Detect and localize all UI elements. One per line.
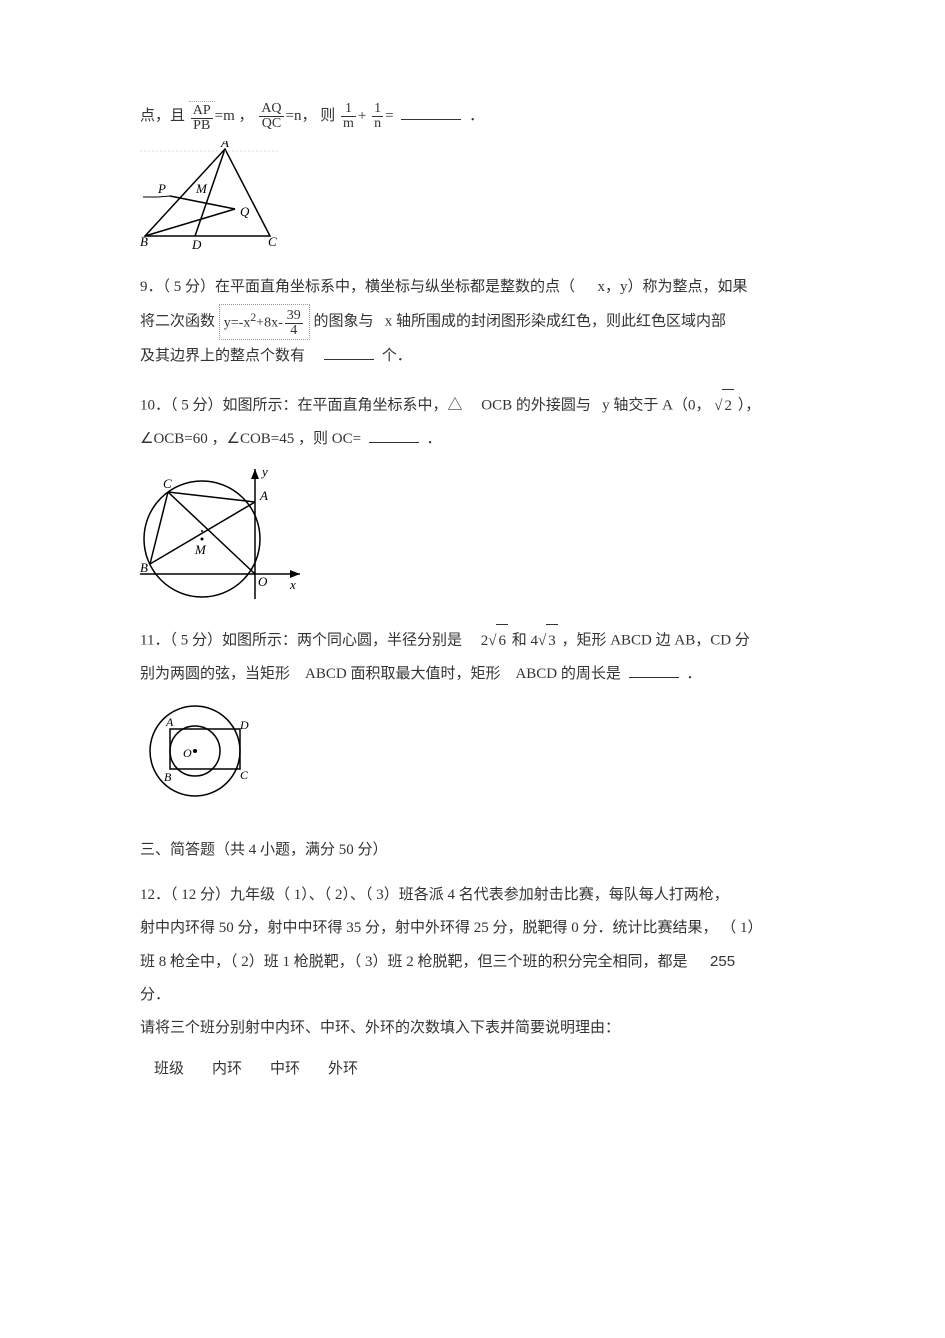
question-9: 9．（ 5 分）在平面直角坐标系中，横坐标与纵坐标都是整数的点（ x，y）称为整… (140, 271, 805, 373)
q9-line3: 及其边界上的整点个数有 个． (140, 340, 805, 373)
q8-eq2: =n， 则 (286, 108, 336, 124)
blank-q10 (369, 428, 419, 443)
q12-table-header: 班级 内环 中环 外环 (140, 1053, 805, 1086)
q12-line3: 班 8 枪全中，（ 2）班 1 枪脱靶，（ 3）班 2 枪脱靶，但三个班的积分完… (140, 945, 805, 979)
blank-q8 (401, 105, 461, 120)
q8-text-a: 点，且 (140, 108, 185, 124)
q11-figure: A D B C O (140, 699, 805, 804)
q12-line2: 射中内环得 50 分，射中中环得 35 分，射中外环得 25 分，脱靶得 0 分… (140, 912, 805, 945)
q8-eq3: = (385, 108, 393, 124)
radius-1: 26 (481, 633, 508, 649)
svg-text:C: C (163, 476, 172, 491)
concentric-circles-diagram: A D B C O (140, 699, 270, 804)
frac-39-4: 394 (283, 309, 305, 338)
col-class: 班级 (140, 1053, 198, 1086)
q8-eq1: =m ， (215, 108, 254, 124)
q12-line4: 分． (140, 979, 805, 1012)
sqrt-2: 2 (714, 389, 734, 423)
svg-text:x: x (289, 577, 296, 592)
svg-text:B: B (140, 234, 148, 249)
col-outer: 外环 (314, 1053, 372, 1086)
svg-text:Q: Q (240, 204, 250, 219)
blank-q11 (629, 663, 679, 678)
frac-1-n: 1 n (370, 102, 385, 131)
q9-line1: 9．（ 5 分）在平面直角坐标系中，横坐标与纵坐标都是整数的点（ x，y）称为整… (140, 271, 805, 304)
q8-text: 点，且 AP PB =m ， AQ QC =n， 则 1 m + 1 n = ． (140, 100, 805, 133)
q8-figure: A B C D P M Q (140, 141, 805, 251)
svg-text:M: M (195, 181, 208, 196)
q8-plus: + (358, 108, 366, 124)
triangle-diagram: A B C D P M Q (140, 141, 280, 251)
svg-text:y: y (260, 464, 268, 479)
frac-aq-qc: AQ QC (257, 102, 285, 131)
q11-line2: 别为两圆的弦，当矩形 ABCD 面积取最大值时，矩形 ABCD 的周长是 ． (140, 658, 805, 691)
q10-line2: ∠OCB=60 ，∠COB=45 ，则 OC= ． (140, 423, 805, 456)
svg-text:A: A (259, 488, 268, 503)
question-11: 11．（ 5 分）如图所示：两个同心圆，半径分别是 26 和 43 ，矩形 AB… (140, 624, 805, 804)
circle-coordinate-diagram: C A B M O x y (140, 464, 310, 604)
svg-text:C: C (268, 234, 277, 249)
q8-period: ． (469, 108, 484, 124)
q10-figure: C A B M O x y (140, 464, 805, 604)
radius-2: 43 (530, 633, 557, 649)
svg-text:D: D (191, 237, 202, 251)
svg-text:B: B (140, 560, 148, 575)
svg-text:P: P (157, 181, 166, 196)
q10-line1: 10．（ 5 分）如图所示：在平面直角坐标系中，△ OCB 的外接圆与 y 轴交… (140, 389, 805, 423)
svg-text:B: B (164, 770, 172, 784)
question-12: 12．（ 12 分）九年级（ 1）、（ 2）、（ 3）班各派 4 名代表参加射击… (140, 879, 805, 1086)
svg-text:C: C (240, 768, 249, 782)
svg-text:D: D (239, 718, 249, 732)
q11-line1: 11．（ 5 分）如图所示：两个同心圆，半径分别是 26 和 43 ，矩形 AB… (140, 624, 805, 658)
frac-1-m: 1 m (339, 102, 358, 131)
q9-line2: 将二次函数 y=-x2+8x-394 的图象与 x 轴所围成的封闭图形染成红色，… (140, 304, 805, 340)
col-inner: 内环 (198, 1053, 256, 1086)
blank-q9 (324, 345, 374, 360)
q12-line1: 12．（ 12 分）九年级（ 1）、（ 2）、（ 3）班各派 4 名代表参加射击… (140, 879, 805, 912)
q12-line5: 请将三个班分别射中内环、中环、外环的次数填入下表并简要说明理由： (140, 1012, 805, 1045)
svg-text:A: A (220, 141, 229, 150)
section-3-title: 三、简答题（共 4 小题，满分 50 分） (140, 834, 805, 867)
question-10: 10．（ 5 分）如图所示：在平面直角坐标系中，△ OCB 的外接圆与 y 轴交… (140, 389, 805, 604)
svg-text:O: O (183, 746, 192, 760)
svg-text:M: M (194, 542, 207, 557)
frac-ap-pb: AP PB (189, 101, 215, 133)
svg-text:A: A (165, 715, 174, 729)
svg-text:O: O (258, 574, 268, 589)
question-8-continuation: 点，且 AP PB =m ， AQ QC =n， 则 1 m + 1 n = ．… (140, 100, 805, 251)
col-middle: 中环 (256, 1053, 314, 1086)
parabola-formula: y=-x2+8x-394 (219, 304, 310, 340)
